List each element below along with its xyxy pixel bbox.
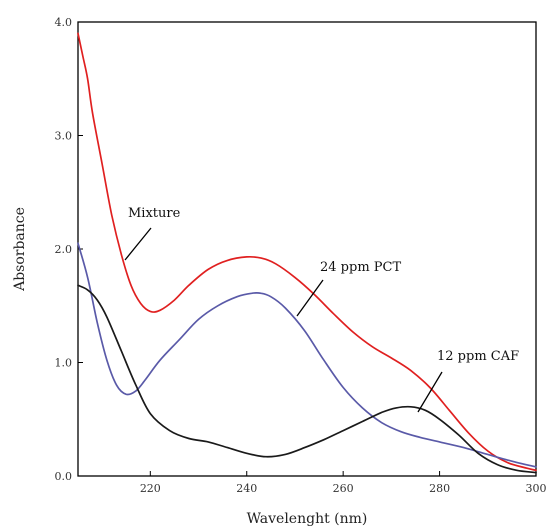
y-tick-label: 1.0 [55,357,73,370]
y-tick-label: 3.0 [55,130,73,143]
annotation-pct: 24 ppm PCT [296,260,401,317]
y-axis-title: Absorbance [12,207,28,292]
y-axis-ticks: 0.0 1.0 2.0 3.0 4.0 [55,16,83,483]
series-line-12-ppm-caf [77,284,537,474]
x-axis-title: Wavelenght (nm) [247,511,368,527]
annotation-pct-label: 24 ppm PCT [320,260,401,275]
annotation-caf-leader [417,371,443,413]
x-axis-ticks: 220 240 260 280 300 [140,471,547,495]
annotation-caf: 12 ppm CAF [417,349,519,413]
annotation-mixture-leader [124,227,152,261]
y-tick-label: 4.0 [55,16,73,29]
annotation-mixture-label: Mixture [128,206,181,221]
y-tick-label: 2.0 [55,243,73,256]
x-tick-label: 280 [429,482,450,495]
x-tick-label: 300 [526,482,547,495]
y-tick-label: 0.0 [55,470,73,483]
x-tick-label: 260 [333,482,354,495]
x-tick-label: 220 [140,482,161,495]
annotation-pct-leader [296,279,324,317]
annotation-caf-label: 12 ppm CAF [437,349,519,364]
x-tick-label: 240 [236,482,257,495]
annotation-mixture: Mixture [124,206,181,261]
series-layer [77,32,537,474]
series-line-mixture [77,32,537,472]
series-line-24-ppm-pct [77,242,537,468]
